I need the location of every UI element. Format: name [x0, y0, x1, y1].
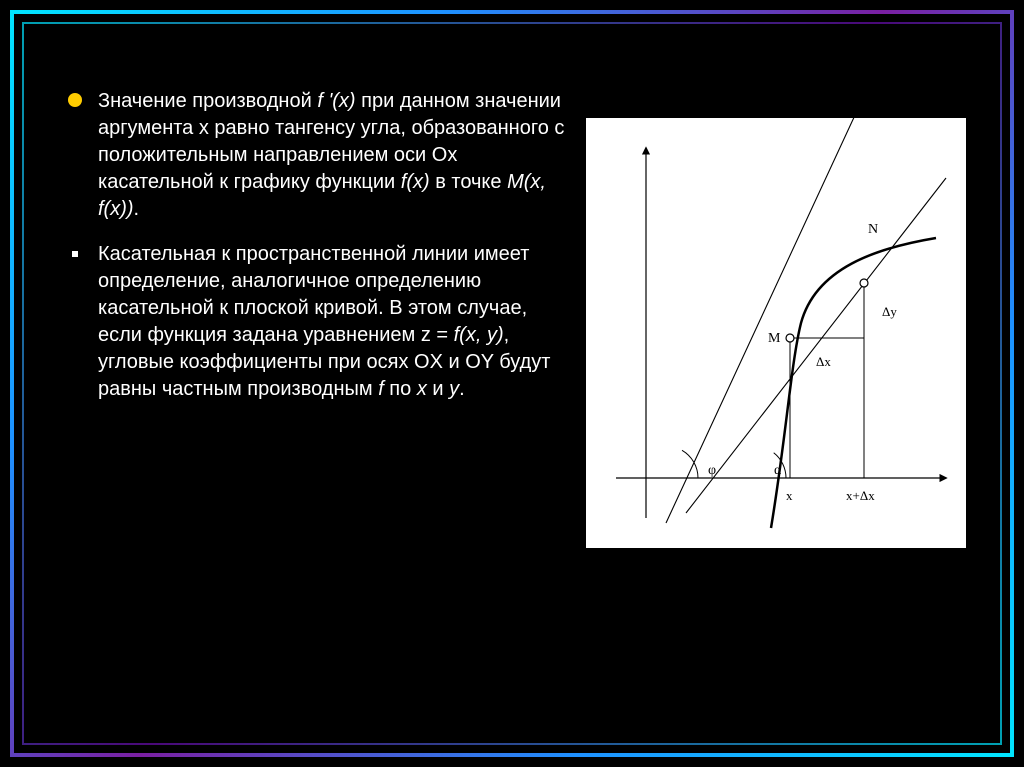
text-column: Значение производной f '(x) при данном з…	[68, 88, 566, 421]
label-x: x	[786, 488, 793, 503]
slide-body: Значение производной f '(x) при данном з…	[28, 28, 996, 739]
label-phi: φ	[708, 463, 716, 478]
para2-x: x	[417, 378, 427, 400]
function-curve	[771, 238, 936, 528]
diagram-svg: M N Δx Δy x x+Δx φ α	[586, 118, 966, 548]
para2-y: y	[449, 378, 459, 400]
bullet-item-1: Значение производной f '(x) при данном з…	[68, 88, 566, 223]
para2-mid3: и	[427, 378, 449, 400]
para1-fx: f(x)	[401, 171, 430, 193]
point-N	[860, 279, 868, 287]
derivative-diagram: M N Δx Δy x x+Δx φ α	[586, 118, 966, 548]
para1-mid2: в точке	[430, 171, 507, 193]
label-M: M	[768, 331, 781, 346]
label-dy: Δy	[882, 304, 897, 319]
angle-phi-arc	[682, 450, 698, 478]
para1-lead: Значение производной	[98, 90, 317, 112]
para1-end: .	[134, 198, 140, 220]
label-dx: Δx	[816, 354, 831, 369]
bullet-item-2: Касательная к пространственной линии име…	[68, 241, 566, 403]
secant-line	[686, 178, 946, 513]
para2-end: .	[459, 378, 465, 400]
point-M	[786, 334, 794, 342]
tangent-line	[666, 118, 856, 523]
para1-fprime: f '(x)	[317, 90, 355, 112]
label-xdx: x+Δx	[846, 488, 875, 503]
label-alpha: α	[774, 463, 782, 478]
para2-fxy: f(x, y)	[454, 324, 504, 346]
label-N: N	[868, 222, 878, 237]
para2-mid2: по	[384, 378, 417, 400]
